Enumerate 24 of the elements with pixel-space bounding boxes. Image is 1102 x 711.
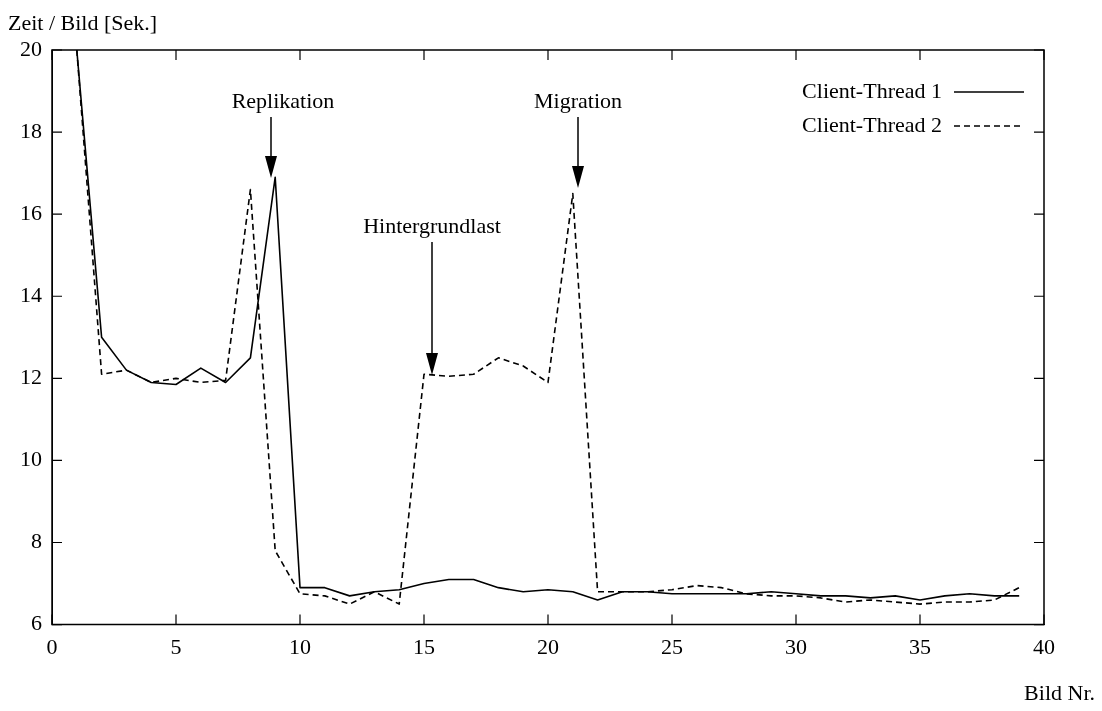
y-tick-label: 10 <box>20 446 42 472</box>
x-tick-label: 35 <box>909 633 931 659</box>
annotation: Replikation <box>231 88 335 113</box>
y-tick-label: 6 <box>31 610 42 636</box>
annotation: Hintergrundlast <box>363 213 501 238</box>
x-tick-label: 30 <box>785 633 807 659</box>
legend-label: Client-Thread 2 <box>802 111 942 137</box>
y-axis-title: Zeit / Bild [Sek.] <box>8 10 158 35</box>
annotation: Migration <box>534 88 622 113</box>
x-tick-label: 20 <box>537 633 559 659</box>
x-tick-label: 5 <box>170 633 182 659</box>
x-axis-title: Bild Nr. <box>1024 680 1095 705</box>
x-tick-label: 10 <box>289 633 311 659</box>
x-tick-label: 40 <box>1033 633 1055 659</box>
y-tick-label: 18 <box>20 117 42 143</box>
y-tick-label: 12 <box>20 364 42 390</box>
y-tick-label: 14 <box>20 282 42 308</box>
legend-label: Client-Thread 1 <box>802 77 942 103</box>
x-tick-label: 0 <box>46 633 58 659</box>
y-tick-label: 16 <box>20 199 42 225</box>
x-tick-label: 25 <box>661 633 683 659</box>
y-tick-label: 20 <box>20 35 42 61</box>
x-tick-label: 15 <box>413 633 435 659</box>
y-tick-label: 8 <box>31 528 42 554</box>
